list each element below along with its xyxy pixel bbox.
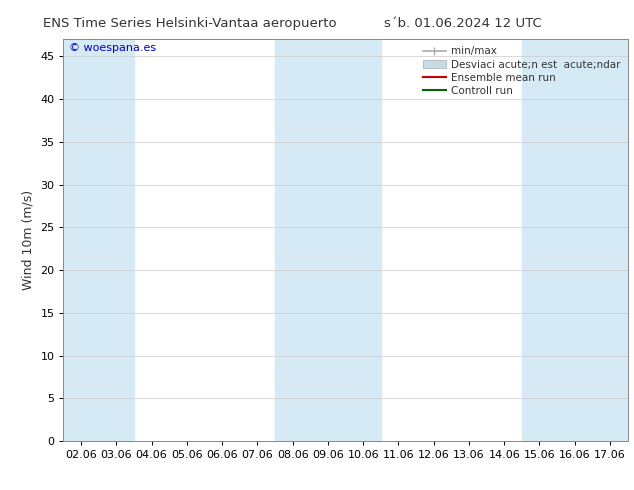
Text: © woespana.es: © woespana.es [69,43,156,53]
Bar [63,39,134,441]
Text: s´b. 01.06.2024 12 UTC: s´b. 01.06.2024 12 UTC [384,17,541,30]
Bar [522,39,628,441]
Text: ENS Time Series Helsinki-Vantaa aeropuerto: ENS Time Series Helsinki-Vantaa aeropuer… [43,17,337,30]
Y-axis label: Wind 10m (m/s): Wind 10m (m/s) [22,190,35,290]
Legend: min/max, Desviaci acute;n est  acute;ndar, Ensemble mean run, Controll run: min/max, Desviaci acute;n est acute;ndar… [418,42,624,100]
Bar [275,39,381,441]
